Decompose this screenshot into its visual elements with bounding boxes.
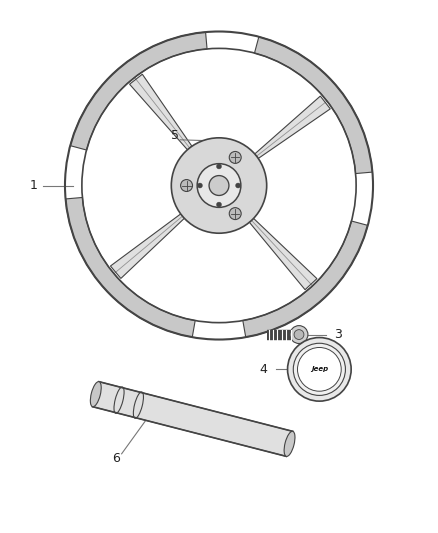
Polygon shape: [70, 32, 207, 150]
Circle shape: [229, 151, 241, 164]
Circle shape: [197, 164, 241, 207]
Text: 1: 1: [29, 179, 37, 192]
Circle shape: [297, 348, 341, 391]
Circle shape: [229, 208, 241, 220]
Text: 5: 5: [171, 130, 179, 142]
Circle shape: [288, 337, 351, 401]
Polygon shape: [254, 37, 372, 174]
Circle shape: [171, 138, 267, 233]
Text: Jeep: Jeep: [311, 366, 328, 373]
Polygon shape: [243, 221, 368, 337]
Circle shape: [236, 183, 240, 188]
Circle shape: [198, 183, 202, 188]
Circle shape: [294, 329, 304, 340]
Circle shape: [293, 343, 346, 395]
Circle shape: [216, 202, 222, 207]
Polygon shape: [66, 197, 195, 337]
Polygon shape: [255, 96, 330, 158]
Circle shape: [180, 180, 193, 191]
Text: 3: 3: [334, 328, 342, 341]
Polygon shape: [110, 214, 184, 278]
Circle shape: [209, 175, 229, 196]
Circle shape: [216, 164, 222, 169]
Polygon shape: [92, 382, 293, 456]
Ellipse shape: [90, 382, 101, 407]
Ellipse shape: [284, 431, 295, 456]
Text: 4: 4: [260, 363, 268, 376]
Circle shape: [290, 326, 308, 343]
Text: 6: 6: [112, 453, 120, 465]
Polygon shape: [130, 74, 192, 150]
Polygon shape: [249, 219, 317, 290]
